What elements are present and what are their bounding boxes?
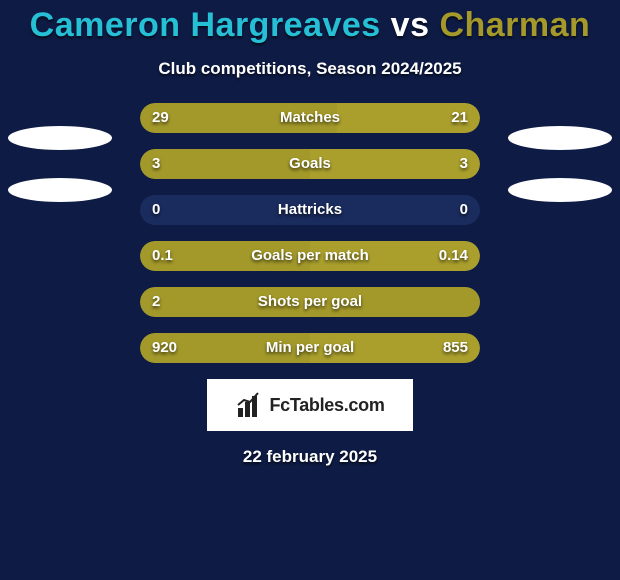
stat-bar-left-fill <box>140 103 337 133</box>
stat-bar-track <box>140 195 480 225</box>
stat-value-right: 21 <box>451 103 468 133</box>
stat-value-left: 0.1 <box>152 241 173 271</box>
stat-value-right: 0.14 <box>439 241 468 271</box>
stat-value-right: 855 <box>443 333 468 363</box>
subtitle: Club competitions, Season 2024/2025 <box>0 59 620 79</box>
stat-bar-track <box>140 149 480 179</box>
bar-chart-icon <box>235 390 265 420</box>
stat-bar-track <box>140 103 480 133</box>
stat-value-right: 3 <box>460 149 468 179</box>
stat-bar-track <box>140 287 480 317</box>
stat-value-left: 920 <box>152 333 177 363</box>
logo-text: FcTables.com <box>269 395 384 416</box>
stat-value-left: 2 <box>152 287 160 317</box>
stat-row: 33Goals <box>0 149 620 179</box>
logo-badge: FcTables.com <box>207 379 413 431</box>
title-player1: Cameron Hargreaves <box>30 6 381 44</box>
title-vs-word: vs <box>391 6 430 44</box>
title-player2: Charman <box>439 6 590 44</box>
stat-bar-left-fill <box>140 149 310 179</box>
stat-bar-left-fill <box>140 287 480 317</box>
decor-ellipse <box>508 126 612 150</box>
decor-ellipse <box>8 126 112 150</box>
decor-ellipse <box>508 178 612 202</box>
stat-row: 2Shots per goal <box>0 287 620 317</box>
stat-bar-track <box>140 241 480 271</box>
stat-value-left: 29 <box>152 103 169 133</box>
stat-row: 920855Min per goal <box>0 333 620 363</box>
stat-bar-track <box>140 333 480 363</box>
stat-row: 0.10.14Goals per match <box>0 241 620 271</box>
date-line: 22 february 2025 <box>0 447 620 467</box>
decor-ellipse <box>8 178 112 202</box>
stat-value-right: 0 <box>460 195 468 225</box>
stat-row: 00Hattricks <box>0 195 620 225</box>
page-title: Cameron Hargreaves vs Charman <box>0 0 620 45</box>
stat-value-left: 3 <box>152 149 160 179</box>
stat-value-left: 0 <box>152 195 160 225</box>
stat-bar-right-fill <box>310 149 480 179</box>
